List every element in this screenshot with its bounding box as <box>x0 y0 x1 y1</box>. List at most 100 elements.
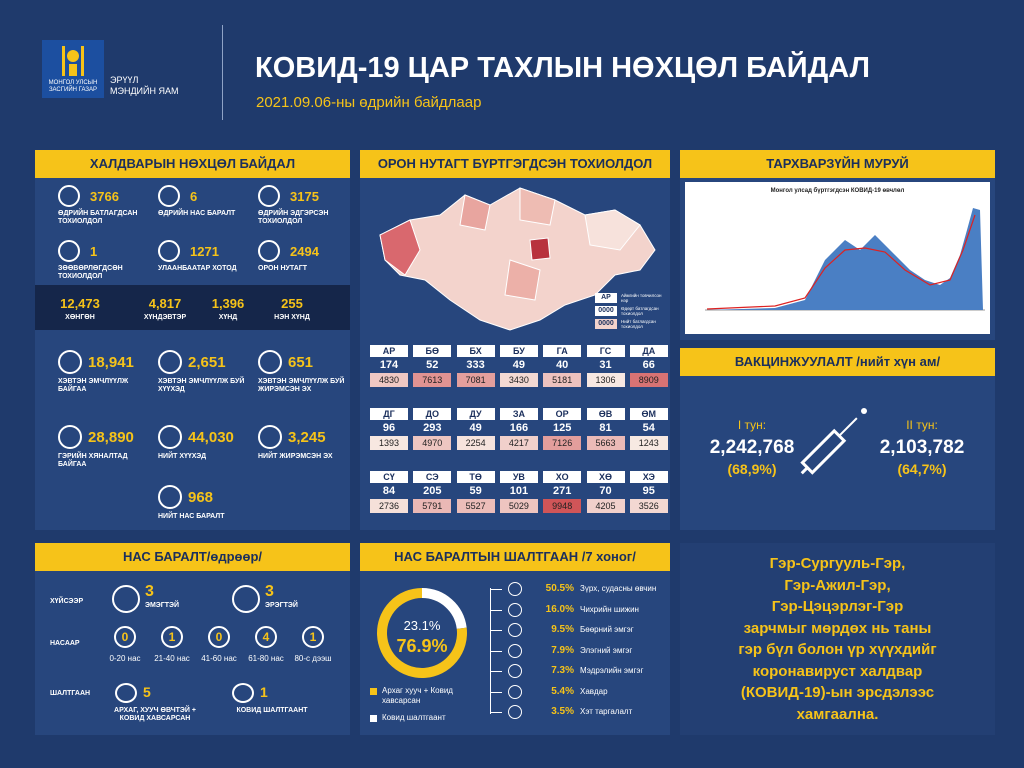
province-code: БӨ <box>413 345 452 357</box>
province-total: 1243 <box>629 436 668 450</box>
province-code: ДГ <box>370 408 408 420</box>
age-label: 80-с дээш <box>294 654 332 663</box>
care-label: НИЙТ ЖИРЭМСЭН ЭХ <box>258 453 333 460</box>
province-total: 7081 <box>456 373 495 387</box>
icon <box>508 623 522 637</box>
icon <box>258 240 280 262</box>
connector <box>490 609 502 611</box>
epi-curve <box>705 208 985 311</box>
province-daily: 52 <box>426 359 439 371</box>
connector <box>490 650 502 652</box>
message-panel: Гэр-Сургууль-Гэр, Гэр-Ажил-Гэр, Гэр-Цэцэрл… <box>680 543 995 735</box>
item-label: Зүрх, судасны өвчин <box>580 584 657 593</box>
province-total: 7126 <box>543 436 582 450</box>
care-label: ХЭВТЭН ЭМЧЛҮҮЛЖ БАЙГАА <box>58 378 129 393</box>
dose-label: II тун: <box>906 418 938 432</box>
subtitle: 2021.09.06-ны өдрийн байдлаар <box>256 94 482 111</box>
icon <box>158 185 180 207</box>
map <box>379 187 656 331</box>
icon <box>232 683 254 703</box>
province-daily: 125 <box>553 422 572 434</box>
org-name: МОНГОЛ УЛСЫН ЗАСГИЙН ГАЗАР <box>42 80 104 94</box>
province-daily: 96 <box>382 422 396 434</box>
item-label: Элэгний эмгэг <box>580 645 633 655</box>
icon <box>258 350 282 374</box>
province-daily: 31 <box>599 359 612 371</box>
item-label: Хавдар <box>580 686 608 696</box>
legend-label: Нийт батлагдсан тохиолдол <box>621 319 656 329</box>
age-value: 0 <box>121 630 129 644</box>
age-label: 61-80 нас <box>248 654 284 663</box>
message-line: Гэр-Сургууль-Гэр, <box>769 555 906 572</box>
province-code: ӨВ <box>586 408 625 420</box>
province-code: СҮ <box>370 471 408 483</box>
province-daily: 81 <box>599 422 612 434</box>
item-pct: 7.9% <box>551 644 574 656</box>
connector <box>490 712 502 713</box>
item-pct: 5.4% <box>551 685 574 697</box>
infection-panel <box>35 150 350 530</box>
dose-value: 2,103,782 <box>879 437 965 458</box>
legend-swatch <box>370 715 377 722</box>
legend-key: 0000 <box>595 319 617 329</box>
province-daily: 166 <box>509 422 529 434</box>
legend-label: Өдөрт батлагдсан тохиолдол <box>621 306 659 316</box>
age-circle <box>255 626 277 648</box>
donut-segment <box>421 588 467 630</box>
logo: МОНГОЛ УЛСЫН ЗАСГИЙН ГАЗАР <box>42 40 104 98</box>
stat-label: ЗӨӨВӨРЛӨГДСӨН ТОХИОЛДОЛ <box>58 265 123 280</box>
legend-label: Аймгийн товчилсон нэр <box>621 293 662 303</box>
province-total: 2254 <box>456 436 495 450</box>
connector <box>490 671 502 672</box>
stat-label: ӨДРИЙН БАТЛАГДСАН ТОХИОЛДОЛ <box>58 210 138 225</box>
care-value: 2,651 <box>188 354 226 371</box>
age-circle <box>161 626 183 648</box>
icon <box>508 582 522 596</box>
dose-pct: (68,9%) <box>727 461 777 477</box>
row-label: ХҮЙСЭЭР <box>50 598 84 605</box>
ministry-name: ЭРҮҮЛ МЭНДИЙН ЯАМ <box>110 75 179 97</box>
province-total: 5791 <box>413 499 452 513</box>
row-label: НАСААР <box>50 640 80 647</box>
severity-label: ХӨНГӨН <box>65 314 95 321</box>
item-label: Бөөрний эмгэг <box>580 625 634 634</box>
donut-label: 23.1% <box>403 618 441 633</box>
message-line: хамгаална. <box>796 705 879 723</box>
sex-label: ЭРЭГТЭЙ <box>265 602 298 609</box>
province-code: АР <box>370 345 408 357</box>
epi-chart: Монгол улсад бүртгэгдсэн КОВИД-19 өвчлөл <box>685 182 990 334</box>
legend-key: 0000 <box>595 306 617 316</box>
age-value: 0 <box>215 630 223 644</box>
connector <box>490 691 502 693</box>
province-daily: 66 <box>642 359 655 371</box>
text-line: МОНГОЛ УЛСЫН <box>48 80 98 86</box>
province-total: 4830 <box>370 373 408 387</box>
province-code: СЭ <box>413 471 452 483</box>
divider <box>222 25 223 120</box>
province-total: 8909 <box>629 373 668 387</box>
age-label: 0-20 нас <box>109 654 141 663</box>
dose-pct: (64,7%) <box>897 461 947 477</box>
stat-value: 2494 <box>290 244 319 259</box>
province-code: БХ <box>456 345 495 357</box>
province-total: 7613 <box>413 373 452 387</box>
icon <box>58 240 80 262</box>
icon <box>508 705 522 719</box>
text-line: МЭНДИЙН ЯАМ <box>110 86 179 96</box>
item-pct: 16.0% <box>545 603 574 615</box>
icon <box>508 602 522 617</box>
province-code: ХӨ <box>586 471 625 483</box>
vaccine-panel <box>680 348 995 530</box>
province-code: БУ <box>499 345 538 357</box>
row-label: ШАЛТГААН <box>50 690 91 697</box>
legend-label: Архаг хууч + Ковид хавсарсан <box>382 686 453 705</box>
causes-panel <box>360 543 670 735</box>
stat-value: 3766 <box>90 189 119 204</box>
item-label: Чихрийн шижин <box>580 604 639 614</box>
panel-header: ВАКЦИНЖУУЛАЛТ /нийт хүн ам/ <box>680 348 995 376</box>
cause-value: 5 <box>143 684 151 700</box>
province-total: 5527 <box>456 499 495 513</box>
donut-segment <box>377 588 467 678</box>
item-pct: 50.5% <box>545 583 574 594</box>
